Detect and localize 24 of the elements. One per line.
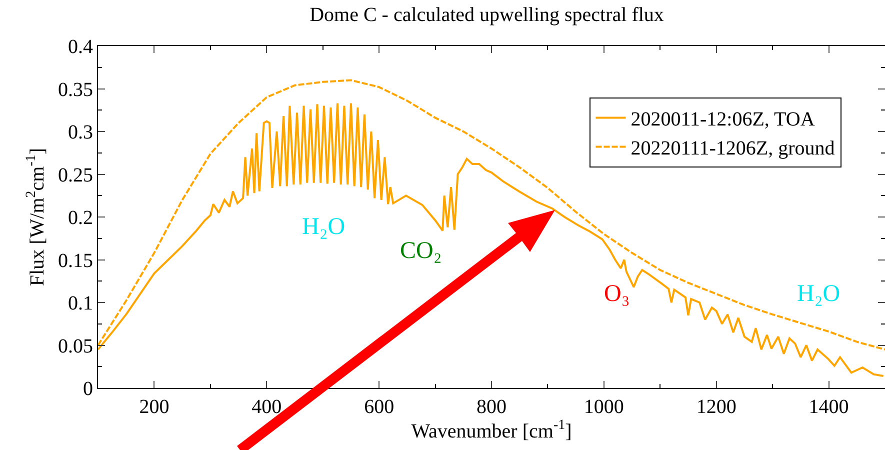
y-tick-label: 0.25	[58, 164, 93, 186]
y-tick-label: 0	[83, 378, 93, 400]
y-tick-label: 0.4	[68, 36, 93, 58]
annotation: O₃	[604, 281, 630, 307]
y-tick-label: 0.2	[68, 207, 93, 229]
annotation: H₂O	[797, 281, 840, 307]
annotation: H₂O	[302, 214, 346, 240]
y-tick-label: 0.05	[58, 335, 93, 358]
x-tick-label: 400	[252, 396, 282, 418]
x-tick-label: 800	[476, 396, 506, 418]
legend-label: 20220111-1206Z, ground	[630, 138, 835, 160]
x-axis-title: Wavenumber [cm$^{-1}$]	[411, 418, 572, 442]
x-tick-label: 1400	[808, 396, 849, 418]
chart-title: Dome C - calculated upwelling spectral flux	[310, 4, 664, 26]
x-tick-label: 1200	[696, 396, 736, 418]
x-tick-label: 600	[364, 396, 394, 418]
y-tick-label: 0.15	[58, 250, 93, 272]
y-tick-label: 0.35	[58, 78, 93, 101]
y-tick-label: 0.3	[68, 122, 93, 144]
x-tick-label: 1000	[584, 396, 624, 418]
y-tick-label: 0.1	[68, 292, 93, 314]
legend-label: 2020011-12:06Z, TOA	[630, 108, 816, 131]
x-tick-label: 200	[139, 396, 170, 418]
annotation: CO₂	[400, 238, 442, 264]
